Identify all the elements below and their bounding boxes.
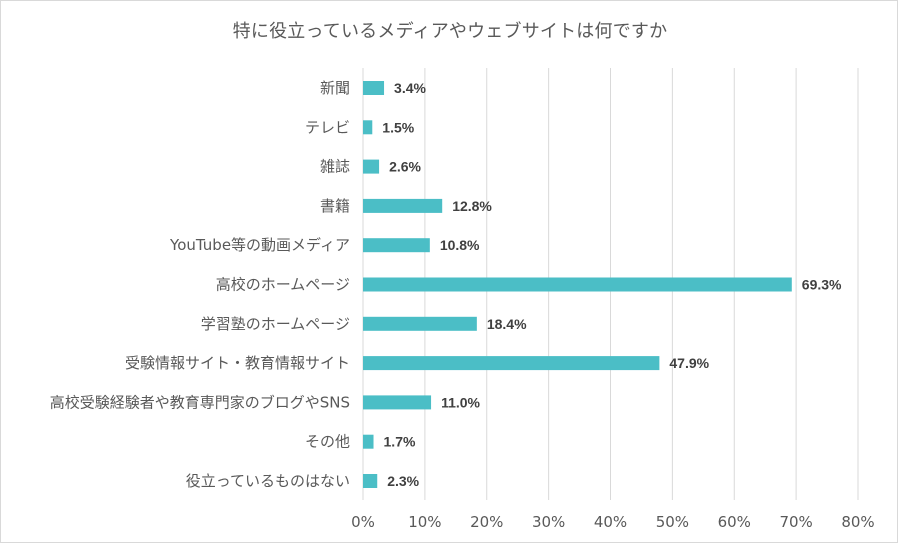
category-label: 高校のホームページ: [216, 276, 350, 294]
x-axis-ticks: 0% 10% 20% 30% 40% 50% 60% 70% 80%: [351, 513, 875, 531]
bar: [363, 434, 374, 449]
x-tick-label: 60%: [718, 513, 751, 531]
category-label: 雑誌: [320, 158, 350, 176]
category-label: 学習塾のホームページ: [201, 315, 350, 333]
data-label: 18.4%: [487, 316, 527, 332]
data-label: 69.3%: [802, 277, 842, 293]
bar: [363, 120, 373, 135]
data-label: 2.3%: [387, 473, 419, 489]
x-tick-label: 70%: [779, 513, 812, 531]
category-label: 新聞: [320, 79, 350, 97]
x-tick-label: 50%: [656, 513, 689, 531]
data-label: 11.0%: [441, 394, 480, 410]
bar: [363, 474, 378, 488]
category-label: 高校受験経験者や教育専門家のブログやSNS: [50, 393, 350, 411]
category-label: 受験情報サイト・教育情報サイト: [125, 354, 350, 372]
data-label: 10.8%: [440, 237, 480, 253]
bar: [363, 316, 477, 331]
category-label: その他: [305, 433, 350, 451]
data-label: 2.6%: [389, 159, 421, 175]
category-label: YouTube等の動画メディア: [169, 236, 350, 254]
bar: [363, 395, 432, 410]
data-label: 12.8%: [452, 198, 492, 214]
category-label: 書籍: [320, 197, 350, 215]
bar: [363, 277, 792, 292]
x-tick-label: 30%: [532, 513, 565, 531]
x-tick-label: 40%: [594, 513, 627, 531]
bar: [363, 238, 430, 253]
data-label: 1.7%: [384, 434, 416, 450]
data-label: 47.9%: [669, 355, 709, 371]
x-tick-label: 0%: [351, 513, 375, 531]
chart-title: 特に役立っているメディアやウェブサイトは何ですか: [232, 21, 668, 42]
category-label: 役立っているものはない: [186, 472, 350, 490]
data-labels: 3.4% 1.5% 2.6% 12.8% 10.8% 69.3% 18.4% 47.9% 11.…: [382, 80, 842, 489]
bar: [363, 81, 385, 95]
x-tick-label: 10%: [408, 513, 441, 531]
category-label: テレビ: [305, 118, 350, 136]
bar: [363, 198, 443, 213]
bar: [363, 356, 660, 371]
bars: [363, 81, 792, 488]
bar: [363, 159, 380, 174]
data-label: 3.4%: [394, 80, 426, 96]
x-tick-label: 20%: [470, 513, 503, 531]
data-label: 1.5%: [382, 119, 414, 135]
x-tick-label: 80%: [841, 513, 874, 531]
